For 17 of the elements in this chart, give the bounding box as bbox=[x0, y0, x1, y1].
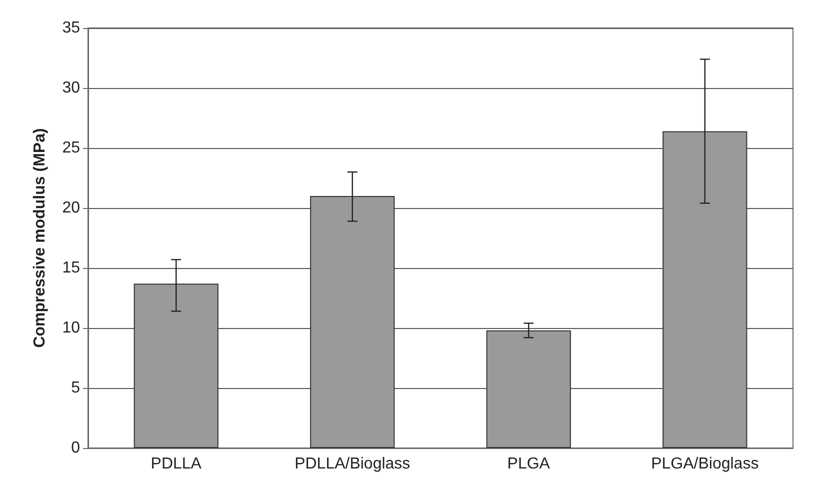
bar bbox=[486, 330, 571, 448]
y-tick-label: 10 bbox=[62, 320, 80, 336]
bar bbox=[662, 131, 748, 448]
y-tick-label: 0 bbox=[71, 440, 80, 456]
bar bbox=[134, 284, 218, 448]
y-tick-label: 5 bbox=[71, 380, 80, 396]
y-tick-label: 25 bbox=[62, 140, 80, 156]
x-tick-label: PDLLA bbox=[150, 456, 202, 472]
bar bbox=[310, 196, 395, 448]
x-tick-label: PDLLA/Bioglass bbox=[294, 456, 410, 472]
x-tick-label: PLGA/Bioglass bbox=[651, 456, 759, 472]
y-tick-label: 20 bbox=[62, 200, 80, 216]
y-tick-label: 30 bbox=[62, 80, 80, 96]
y-tick-label: 35 bbox=[62, 20, 80, 36]
y-axis-title: Compressive modulus (MPa) bbox=[32, 128, 48, 348]
y-tick-label: 15 bbox=[62, 260, 80, 276]
x-tick-label: PLGA bbox=[507, 456, 550, 472]
